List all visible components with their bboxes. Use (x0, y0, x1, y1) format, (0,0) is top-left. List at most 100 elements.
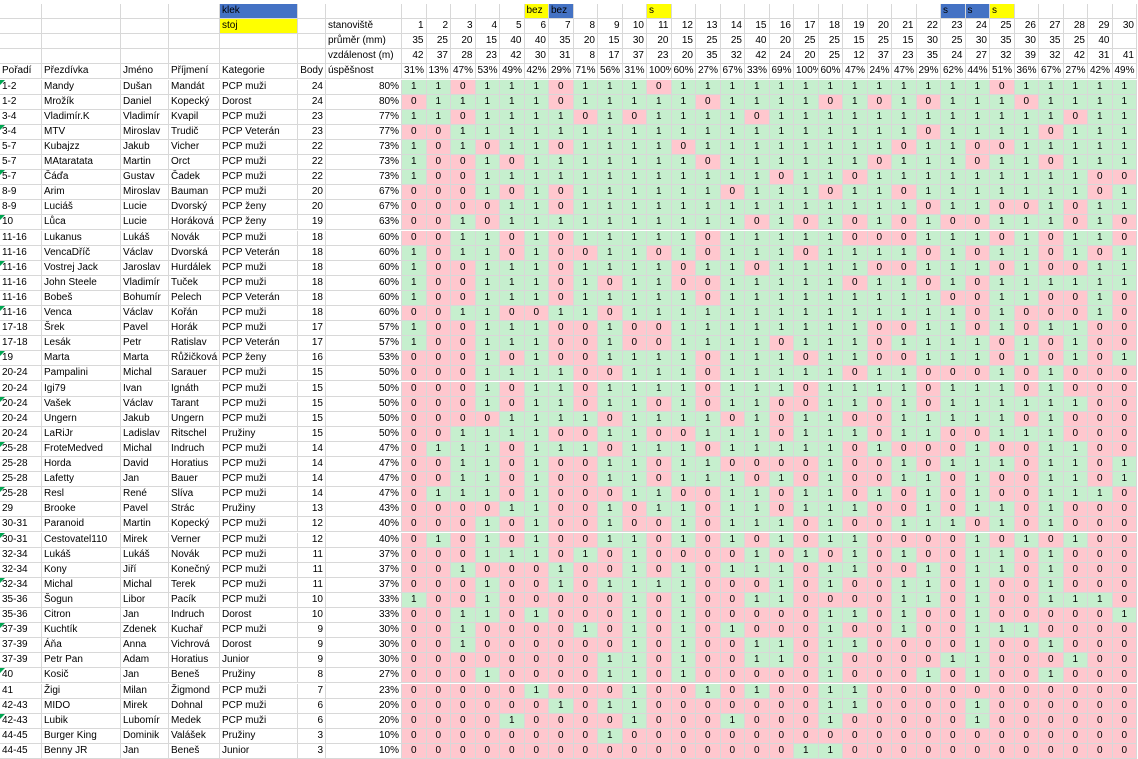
result-cell[interactable]: 1 (916, 155, 941, 171)
player-last-name[interactable]: Trudič (169, 124, 220, 140)
station-number[interactable]: 6 (524, 19, 549, 35)
result-cell[interactable]: 0 (451, 79, 476, 95)
result-cell[interactable]: 0 (892, 668, 917, 684)
result-cell[interactable]: 1 (549, 396, 574, 412)
result-cell[interactable]: 0 (500, 472, 525, 488)
player-nickname[interactable]: Pampalini (42, 366, 121, 382)
result-cell[interactable]: 1 (524, 336, 549, 352)
result-cell[interactable]: 1 (524, 79, 549, 95)
player-rank[interactable]: 11-16 (0, 290, 42, 306)
player-category[interactable]: PCP Veterán (220, 336, 298, 352)
result-cell[interactable]: 1 (647, 381, 672, 397)
player-first-name[interactable]: Mirek (121, 698, 169, 714)
station-success[interactable]: 29% (916, 64, 941, 80)
result-cell[interactable]: 0 (1039, 230, 1064, 246)
result-cell[interactable]: 1 (1039, 139, 1064, 155)
player-nickname[interactable]: Lůca (42, 215, 121, 231)
result-cell[interactable]: 1 (892, 200, 917, 216)
result-cell[interactable]: 0 (549, 336, 574, 352)
result-cell[interactable]: 1 (1063, 185, 1088, 201)
station-distance[interactable]: 30 (524, 49, 549, 65)
result-cell[interactable]: 1 (524, 532, 549, 548)
result-cell[interactable]: 1 (720, 230, 745, 246)
player-nickname[interactable]: Petr Pan (42, 653, 121, 669)
player-points[interactable]: 12 (298, 517, 326, 533)
result-cell[interactable]: 1 (745, 321, 770, 337)
result-cell[interactable]: 0 (573, 336, 598, 352)
station-diameter[interactable]: 35 (402, 34, 427, 50)
result-cell[interactable]: 1 (965, 713, 990, 729)
result-cell[interactable]: 0 (647, 321, 672, 337)
player-nickname[interactable]: Mrožík (42, 94, 121, 110)
result-cell[interactable]: 0 (1112, 728, 1137, 744)
result-cell[interactable]: 1 (843, 185, 868, 201)
result-cell[interactable]: 0 (426, 713, 451, 729)
result-cell[interactable]: 0 (1088, 351, 1113, 367)
result-cell[interactable]: 0 (892, 683, 917, 699)
result-cell[interactable]: 1 (573, 547, 598, 563)
result-cell[interactable]: 1 (794, 441, 819, 457)
result-cell[interactable]: 1 (867, 79, 892, 95)
result-cell[interactable]: 1 (549, 215, 574, 231)
player-points[interactable]: 9 (298, 638, 326, 654)
result-cell[interactable]: 1 (1088, 592, 1113, 608)
result-cell[interactable]: 1 (671, 290, 696, 306)
player-nickname[interactable]: Kubajzz (42, 139, 121, 155)
station-number[interactable]: 1 (402, 19, 427, 35)
result-cell[interactable]: 0 (598, 713, 623, 729)
player-points[interactable]: 15 (298, 426, 326, 442)
result-cell[interactable]: 0 (549, 290, 574, 306)
result-cell[interactable]: 0 (745, 457, 770, 473)
station-success[interactable]: 42% (1088, 64, 1113, 80)
result-cell[interactable]: 1 (867, 487, 892, 503)
empty-cell[interactable] (1063, 4, 1088, 20)
result-cell[interactable]: 0 (1088, 502, 1113, 518)
station-number[interactable]: 16 (769, 19, 794, 35)
player-nickname[interactable]: Vostrej Jack (42, 260, 121, 276)
result-cell[interactable]: 1 (769, 290, 794, 306)
result-cell[interactable]: 1 (720, 472, 745, 488)
station-diameter[interactable]: 25 (867, 34, 892, 50)
result-cell[interactable]: 1 (794, 487, 819, 503)
result-cell[interactable]: 1 (843, 608, 868, 624)
result-cell[interactable]: 1 (843, 245, 868, 261)
player-points[interactable]: 10 (298, 592, 326, 608)
result-cell[interactable]: 0 (524, 592, 549, 608)
result-cell[interactable]: 1 (524, 396, 549, 412)
player-first-name[interactable]: Jan (121, 668, 169, 684)
result-cell[interactable]: 1 (1014, 396, 1039, 412)
result-cell[interactable]: 1 (892, 426, 917, 442)
result-cell[interactable]: 1 (671, 441, 696, 457)
result-cell[interactable]: 0 (573, 728, 598, 744)
player-first-name[interactable]: Václav (121, 306, 169, 322)
result-cell[interactable]: 0 (549, 713, 574, 729)
player-success[interactable]: 60% (326, 306, 402, 322)
result-cell[interactable]: 0 (426, 321, 451, 337)
result-cell[interactable]: 1 (843, 547, 868, 563)
result-cell[interactable]: 1 (475, 532, 500, 548)
player-category[interactable]: PCP muži (220, 230, 298, 246)
result-cell[interactable]: 0 (524, 668, 549, 684)
player-rank[interactable]: 40 (0, 668, 42, 684)
result-cell[interactable]: 0 (1063, 698, 1088, 714)
player-first-name[interactable]: Marta (121, 351, 169, 367)
result-cell[interactable]: 0 (892, 139, 917, 155)
result-cell[interactable]: 0 (916, 441, 941, 457)
result-cell[interactable]: 1 (892, 109, 917, 125)
result-cell[interactable]: 1 (818, 215, 843, 231)
result-cell[interactable]: 1 (720, 306, 745, 322)
result-cell[interactable]: 1 (598, 321, 623, 337)
result-cell[interactable]: 0 (402, 502, 427, 518)
result-cell[interactable]: 1 (696, 426, 721, 442)
station-number[interactable]: 8 (573, 19, 598, 35)
result-cell[interactable]: 1 (818, 306, 843, 322)
result-cell[interactable]: 0 (1112, 547, 1137, 563)
result-cell[interactable]: 1 (745, 94, 770, 110)
result-cell[interactable]: 1 (549, 366, 574, 382)
result-cell[interactable]: 0 (549, 139, 574, 155)
result-cell[interactable]: 1 (941, 94, 966, 110)
station-distance[interactable]: 37 (622, 49, 647, 65)
result-cell[interactable]: 1 (622, 139, 647, 155)
result-cell[interactable]: 1 (892, 155, 917, 171)
station-diameter[interactable]: 15 (892, 34, 917, 50)
